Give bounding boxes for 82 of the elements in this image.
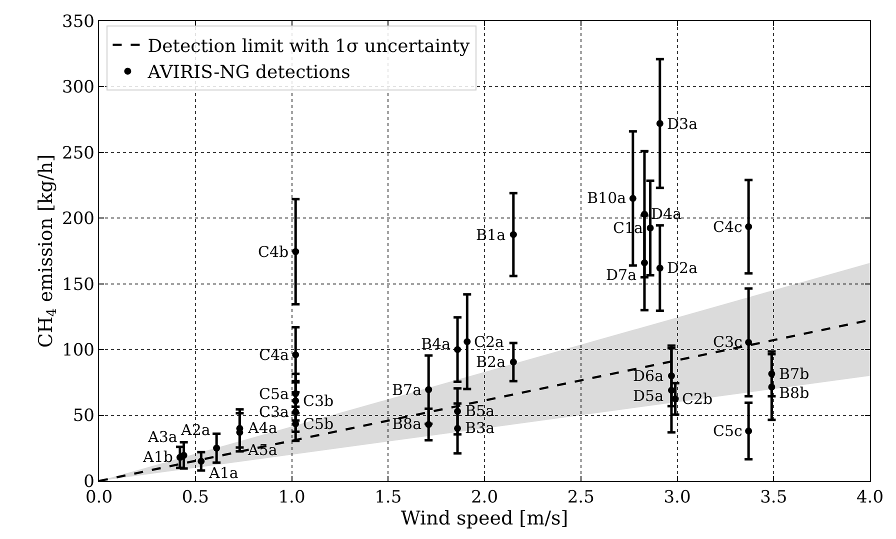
point xyxy=(745,338,752,346)
annotation: D3a xyxy=(667,115,698,133)
point xyxy=(640,210,648,218)
annotation: B7a xyxy=(392,381,422,399)
annotation: B8b xyxy=(779,384,810,402)
point xyxy=(668,386,675,394)
annotation: B7b xyxy=(779,365,810,383)
annotation: A1b xyxy=(142,448,173,466)
x-tick-label: 1.5 xyxy=(374,488,402,508)
point xyxy=(454,424,462,432)
annotation: D2a xyxy=(667,259,698,277)
point xyxy=(768,370,776,378)
point xyxy=(292,390,300,398)
annotation: C3b xyxy=(303,392,334,410)
point xyxy=(425,420,432,428)
annotation: D5a xyxy=(633,387,664,405)
point xyxy=(640,259,648,266)
y-tick-label: 350 xyxy=(62,12,94,32)
x-tick-label: 0.5 xyxy=(182,488,209,508)
annotation: A4a xyxy=(247,419,278,437)
point xyxy=(198,458,205,465)
annotation: D6a xyxy=(633,367,664,385)
x-tick-label: 3.5 xyxy=(760,488,788,508)
annotation: A1a xyxy=(208,464,238,482)
annotation: C3a xyxy=(259,403,290,421)
annotation: D7a xyxy=(606,266,637,284)
point xyxy=(292,397,300,404)
point xyxy=(672,395,679,402)
point xyxy=(668,372,675,380)
annotation: B3a xyxy=(465,419,495,437)
annotation: A3a xyxy=(147,428,178,446)
point xyxy=(454,408,462,415)
annotation: A2a xyxy=(180,421,210,439)
point xyxy=(629,194,636,202)
annotation: C4b xyxy=(258,243,289,261)
point xyxy=(464,338,471,346)
point xyxy=(180,452,188,459)
x-tick-label: 1.0 xyxy=(278,488,306,508)
y-tick-label: 50 xyxy=(72,406,94,426)
y-tick-label: 250 xyxy=(62,143,94,164)
y-tick-label: 100 xyxy=(62,340,94,361)
point xyxy=(745,428,752,435)
annotation: C2b xyxy=(682,390,713,408)
annotation: C5b xyxy=(303,415,334,433)
point xyxy=(768,384,776,391)
annotation: C5a xyxy=(259,385,290,403)
annotation: C2a xyxy=(474,333,504,351)
point xyxy=(510,358,517,366)
annotation: C5c xyxy=(713,422,742,440)
point xyxy=(292,408,300,416)
annotation: A5a xyxy=(247,441,278,459)
annotation: D4a xyxy=(651,205,682,223)
point xyxy=(745,223,752,230)
point xyxy=(425,386,432,394)
point xyxy=(510,231,517,238)
annotation: B8a xyxy=(392,415,422,433)
point xyxy=(292,248,300,256)
y-tick-label: 200 xyxy=(62,209,94,230)
annotation: B1a xyxy=(476,226,506,244)
annotation: C3c xyxy=(713,333,742,351)
point xyxy=(656,120,664,128)
annotation: B10a xyxy=(587,189,626,207)
x-axis-title: Wind speed [m/s] xyxy=(400,508,568,530)
x-tick-label: 3.0 xyxy=(664,488,691,508)
annotation: C4a xyxy=(259,346,290,364)
annotation: C4c xyxy=(713,218,742,236)
annotation: B5a xyxy=(465,402,495,420)
x-tick-label: 0.0 xyxy=(85,488,113,508)
y-tick-label: 300 xyxy=(62,78,94,98)
point xyxy=(454,346,462,354)
annotation: B4a xyxy=(421,335,451,353)
point xyxy=(656,264,664,272)
x-tick-label: 4.0 xyxy=(856,488,884,508)
point xyxy=(646,224,654,232)
x-tick-label: 2.0 xyxy=(470,488,498,508)
point xyxy=(292,351,300,358)
annotation: B2a xyxy=(476,353,506,371)
point xyxy=(213,444,220,452)
legend-label: AVIRIS-NG detections xyxy=(146,62,350,84)
x-tick-label: 2.5 xyxy=(567,488,594,508)
y-tick-label: 150 xyxy=(62,274,94,295)
legend-label: Detection limit with 1σ uncertainty xyxy=(148,36,470,57)
